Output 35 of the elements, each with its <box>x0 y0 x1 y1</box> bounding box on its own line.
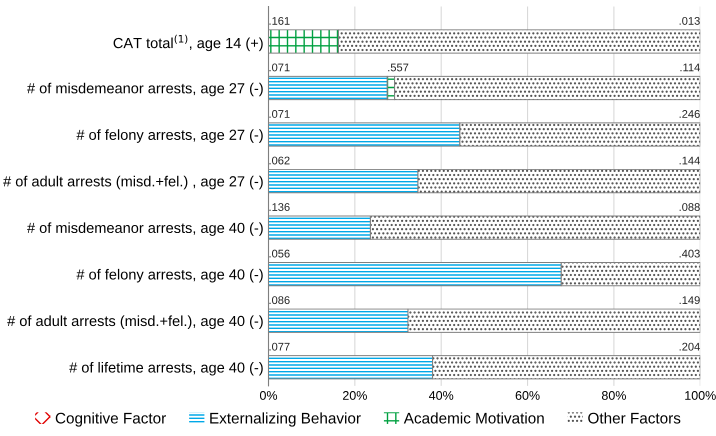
annotation: .071 <box>270 110 290 118</box>
x-tick-label: 80% <box>602 391 626 400</box>
x-tick-label: 100% <box>685 391 716 400</box>
legend-label: Other Factors <box>588 412 680 424</box>
x-tick-label: 60% <box>516 391 540 400</box>
y-tick-label: # of felony arrests, age 40 (-) <box>76 268 263 282</box>
annotation: .062 <box>270 156 290 164</box>
annotation: .071 <box>270 63 290 72</box>
y-tick-label: # of misdemeanor arrests, age 40 (-) <box>27 222 263 236</box>
legend-label: Academic Motivation <box>404 412 544 424</box>
y-tick-label: # of lifetime arrests, age 40 (-) <box>69 362 263 376</box>
y-tick-label: # of adult arrests (misd.+fel.), age 40 (-) <box>7 315 263 330</box>
annotation: .056 <box>270 250 290 258</box>
annotation: .144 <box>680 156 700 164</box>
annotation: .149 <box>680 296 700 304</box>
annotation: .088 <box>680 203 700 211</box>
annotation: .136 <box>270 203 290 211</box>
y-tick-label: # of felony arrests, age 27 (-) <box>76 129 263 143</box>
annotation: .077 <box>270 342 290 351</box>
y-tick-label: # of adult arrests (misd.+fel.) , age 27 (-) <box>3 176 263 190</box>
y-tick-label: CAT total$^{(1)}$, age 14 (+) <box>114 34 263 52</box>
annotation: .161 <box>270 16 290 25</box>
x-tick-label: 40% <box>428 391 454 400</box>
annotation: .086 <box>270 296 290 304</box>
legend-label: Cognitive Factor <box>56 412 166 427</box>
y-tick-label: # of misdemeanor arrests, age 27 (-) <box>27 82 263 96</box>
annotation: .013 <box>680 16 700 25</box>
x-tick-label: 20% <box>342 391 367 400</box>
annotation: .204 <box>680 342 700 351</box>
annotation: .557 <box>388 64 408 72</box>
x-tick-label: 0% <box>260 391 278 400</box>
legend-label: Externalizing Behavior <box>210 412 361 427</box>
annotation: .114 <box>680 64 700 72</box>
annotation: .246 <box>680 110 700 118</box>
annotation: .403 <box>680 250 700 258</box>
